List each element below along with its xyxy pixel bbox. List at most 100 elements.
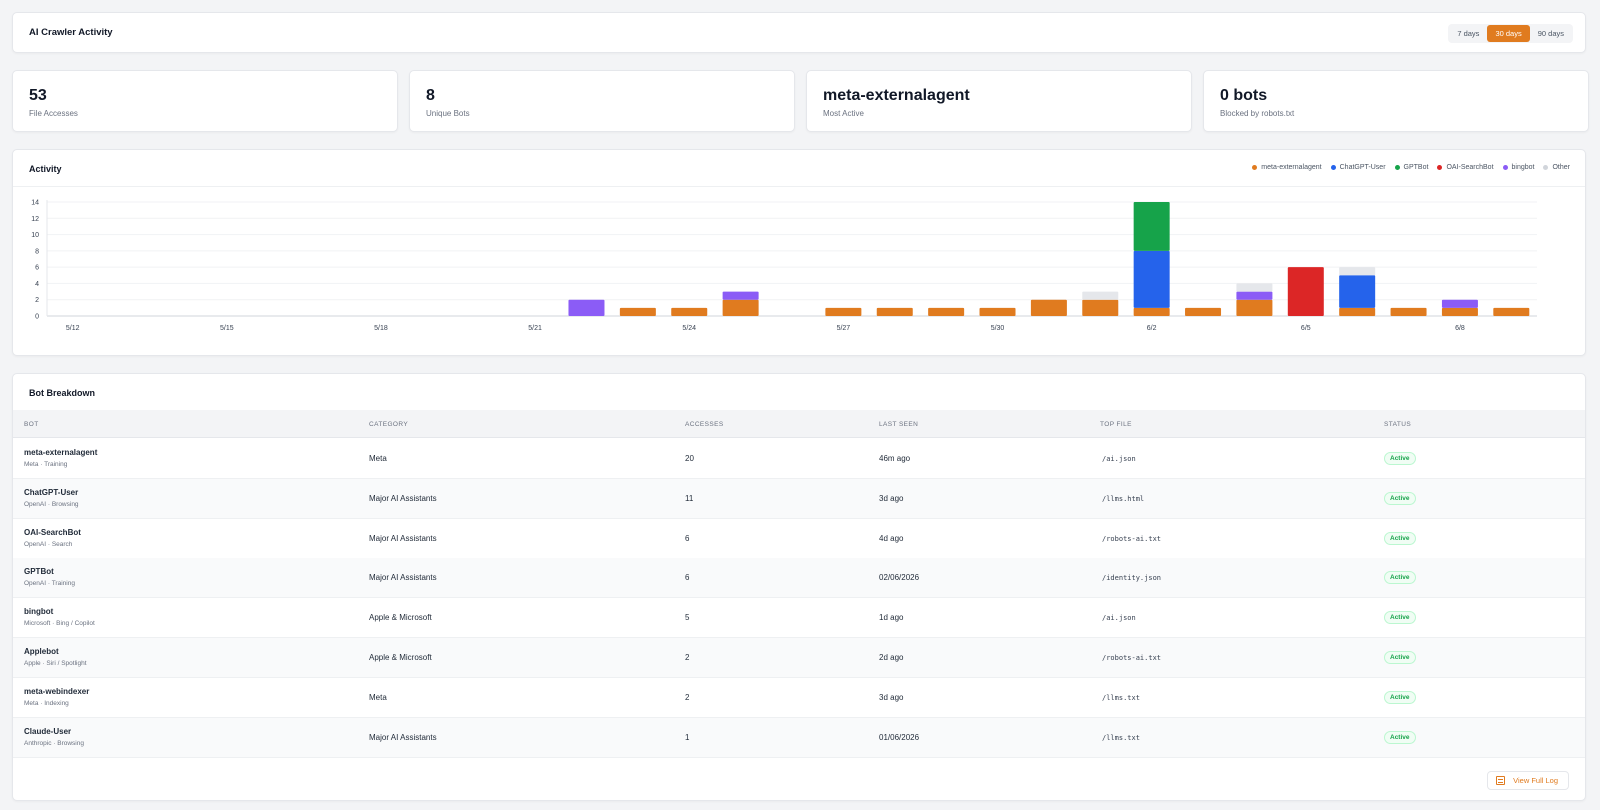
bot-category: Major AI Assistants [369, 732, 437, 742]
bar-segment-bingbot [568, 299, 605, 316]
bar-segment-meta-externalagent [619, 307, 656, 316]
bot-accesses: 6 [685, 533, 690, 543]
status-badge: Active [1384, 651, 1416, 664]
table-row[interactable]: bingbot Microsoft · Bing / Copilot Apple &… [13, 598, 1585, 639]
stat-value: meta-externalagent [823, 87, 970, 104]
bar-segment-meta-externalagent [722, 299, 759, 316]
legend-label: meta-externalagent [1261, 164, 1322, 171]
stat-value: 53 [29, 87, 47, 104]
activity-card: Activity meta-externalagent ChatGPT-User G… [12, 149, 1586, 356]
status-badge: Active [1384, 571, 1416, 585]
bot-category: Meta [369, 454, 387, 463]
y-tick-label: 6 [35, 265, 39, 272]
y-tick-label: 2 [35, 297, 39, 304]
bar-segment-Other [1082, 291, 1119, 300]
stat-label: Most Active [823, 109, 864, 118]
legend-label: ChatGPT-User [1339, 164, 1386, 171]
bar-segment-meta-externalagent [825, 307, 862, 316]
bot-accesses: 6 [685, 573, 690, 583]
bar-segment-bingbot [1236, 291, 1273, 300]
bot-top-file: /robots-ai.txt [1102, 534, 1162, 543]
bot-accesses: 5 [685, 613, 690, 623]
view-log-label: View Full Log [1513, 776, 1558, 785]
table-row[interactable]: Applebot Apple · Siri / Spotlight Apple & … [13, 638, 1585, 678]
bot-subtitle: OpenAI · Browsing [24, 500, 79, 508]
header-card: AI Crawler Activity 7 days 30 days 90 da… [12, 12, 1586, 53]
legend-label: Other [1552, 164, 1570, 171]
stat-label: File Accesses [29, 109, 78, 118]
column-header-status: STATUS [1384, 421, 1412, 428]
range-7-days-button[interactable]: 7 days [1457, 29, 1480, 38]
legend-item: ChatGPT-User [1330, 164, 1386, 171]
bot-top-file: /llms.html [1102, 494, 1145, 503]
stat-value: 0 bots [1220, 87, 1268, 104]
stat-card-most-active: meta-externalagent Most Active [806, 70, 1192, 132]
bar-segment-meta-externalagent [1441, 307, 1478, 316]
table-row[interactable]: OAI-SearchBot OpenAI · Search Major AI Ass… [13, 519, 1585, 559]
bot-top-file: /ai.json [1102, 455, 1136, 463]
bot-last-seen: 46m ago [879, 454, 911, 463]
bar-segment-meta-externalagent [1339, 307, 1376, 316]
bot-name: meta-externalagent [24, 448, 98, 457]
status-badge: Active [1384, 531, 1416, 545]
y-tick-label: 4 [35, 281, 39, 288]
bot-name: Claude-User [24, 726, 72, 736]
bot-top-file: /ai.json [1102, 614, 1136, 623]
bot-accesses: 20 [685, 454, 694, 463]
column-header-category: CATEGORY [369, 421, 409, 428]
activity-title: Activity [29, 164, 62, 174]
legend-label: GPTBot [1403, 164, 1429, 171]
stat-label: Blocked by robots.txt [1220, 109, 1295, 118]
bot-breakdown-card: Bot Breakdown BOT CATEGORY ACCESSES LAST… [12, 373, 1586, 801]
table-row[interactable]: GPTBot OpenAI · Training Major AI Assistan… [13, 558, 1585, 599]
bar-segment-meta-externalagent [876, 307, 913, 316]
bot-subtitle: Microsoft · Bing / Copilot [24, 620, 95, 628]
table-row[interactable]: meta-externalagent Meta · Training Meta 20 4… [13, 439, 1585, 479]
bot-name: Applebot [24, 647, 59, 656]
bot-top-file: /llms.txt [1102, 693, 1140, 702]
range-30-days-button[interactable]: 30 days [1487, 25, 1530, 42]
bot-top-file: /llms.txt [1102, 733, 1140, 742]
bar-segment-meta-externalagent [979, 307, 1016, 316]
activity-chart: 0 2 4 6 8 10 12 14 5/12 5/15 5/18 5/21 5/24 5/27 5/30 6… [31, 200, 1537, 332]
bar-segment-bingbot [1441, 299, 1478, 308]
table-row[interactable]: ChatGPT-User OpenAI · Browsing Major AI As… [13, 478, 1585, 519]
bot-subtitle: Apple · Siri / Spotlight [24, 660, 87, 667]
chart-legend: meta-externalagent ChatGPT-User GPTBot OAI-… [1252, 164, 1570, 171]
bot-last-seen: 1d ago [879, 613, 904, 623]
y-tick-label: 12 [31, 216, 39, 223]
column-header-accesses: ACCESSES [685, 421, 724, 428]
bar-segment-meta-externalagent [1133, 307, 1170, 316]
table-row[interactable]: meta-webindexer Meta · Indexing Meta 2 3d ag… [13, 678, 1585, 718]
bot-top-file: /identity.json [1102, 574, 1162, 583]
bar-segment-meta-externalagent [1030, 299, 1067, 316]
x-tick-label: 5/21 [528, 325, 542, 332]
bot-name: meta-webindexer [24, 686, 90, 696]
column-header-last-seen: LAST SEEN [879, 421, 919, 428]
y-tick-label: 10 [31, 232, 39, 239]
bot-last-seen: 01/06/2026 [879, 732, 920, 742]
stat-card-unique-bots: 8 Unique Bots [409, 70, 795, 132]
y-tick-label: 14 [31, 200, 39, 207]
column-header-bot: BOT [24, 421, 39, 428]
legend-swatch [1543, 165, 1549, 170]
x-tick-label: 5/12 [66, 325, 80, 332]
bot-name: bingbot [24, 607, 54, 617]
legend-swatch [1252, 165, 1258, 170]
stat-value: 8 [426, 87, 435, 104]
column-header-top-file: TOP FILE [1100, 421, 1132, 428]
x-tick-label: 5/15 [220, 325, 234, 332]
y-tick-label: 8 [35, 248, 39, 255]
x-tick-label: 6/8 [1455, 325, 1465, 332]
view-full-log-button[interactable]: View Full Log [1487, 771, 1569, 790]
bot-last-seen: 2d ago [879, 653, 904, 662]
bot-accesses: 1 [685, 732, 690, 742]
table-row[interactable]: Claude-User Anthropic · Browsing Major AI … [13, 717, 1585, 758]
range-90-days-button[interactable]: 90 days [1537, 29, 1564, 38]
x-tick-label: 5/18 [374, 325, 388, 332]
bot-last-seen: 02/06/2026 [879, 573, 920, 583]
stat-label: Unique Bots [426, 109, 470, 118]
legend-item: OAI-SearchBot [1437, 164, 1494, 171]
status-badge: Active [1384, 690, 1416, 704]
bar-segment-OAI-SearchBot [1287, 267, 1324, 316]
